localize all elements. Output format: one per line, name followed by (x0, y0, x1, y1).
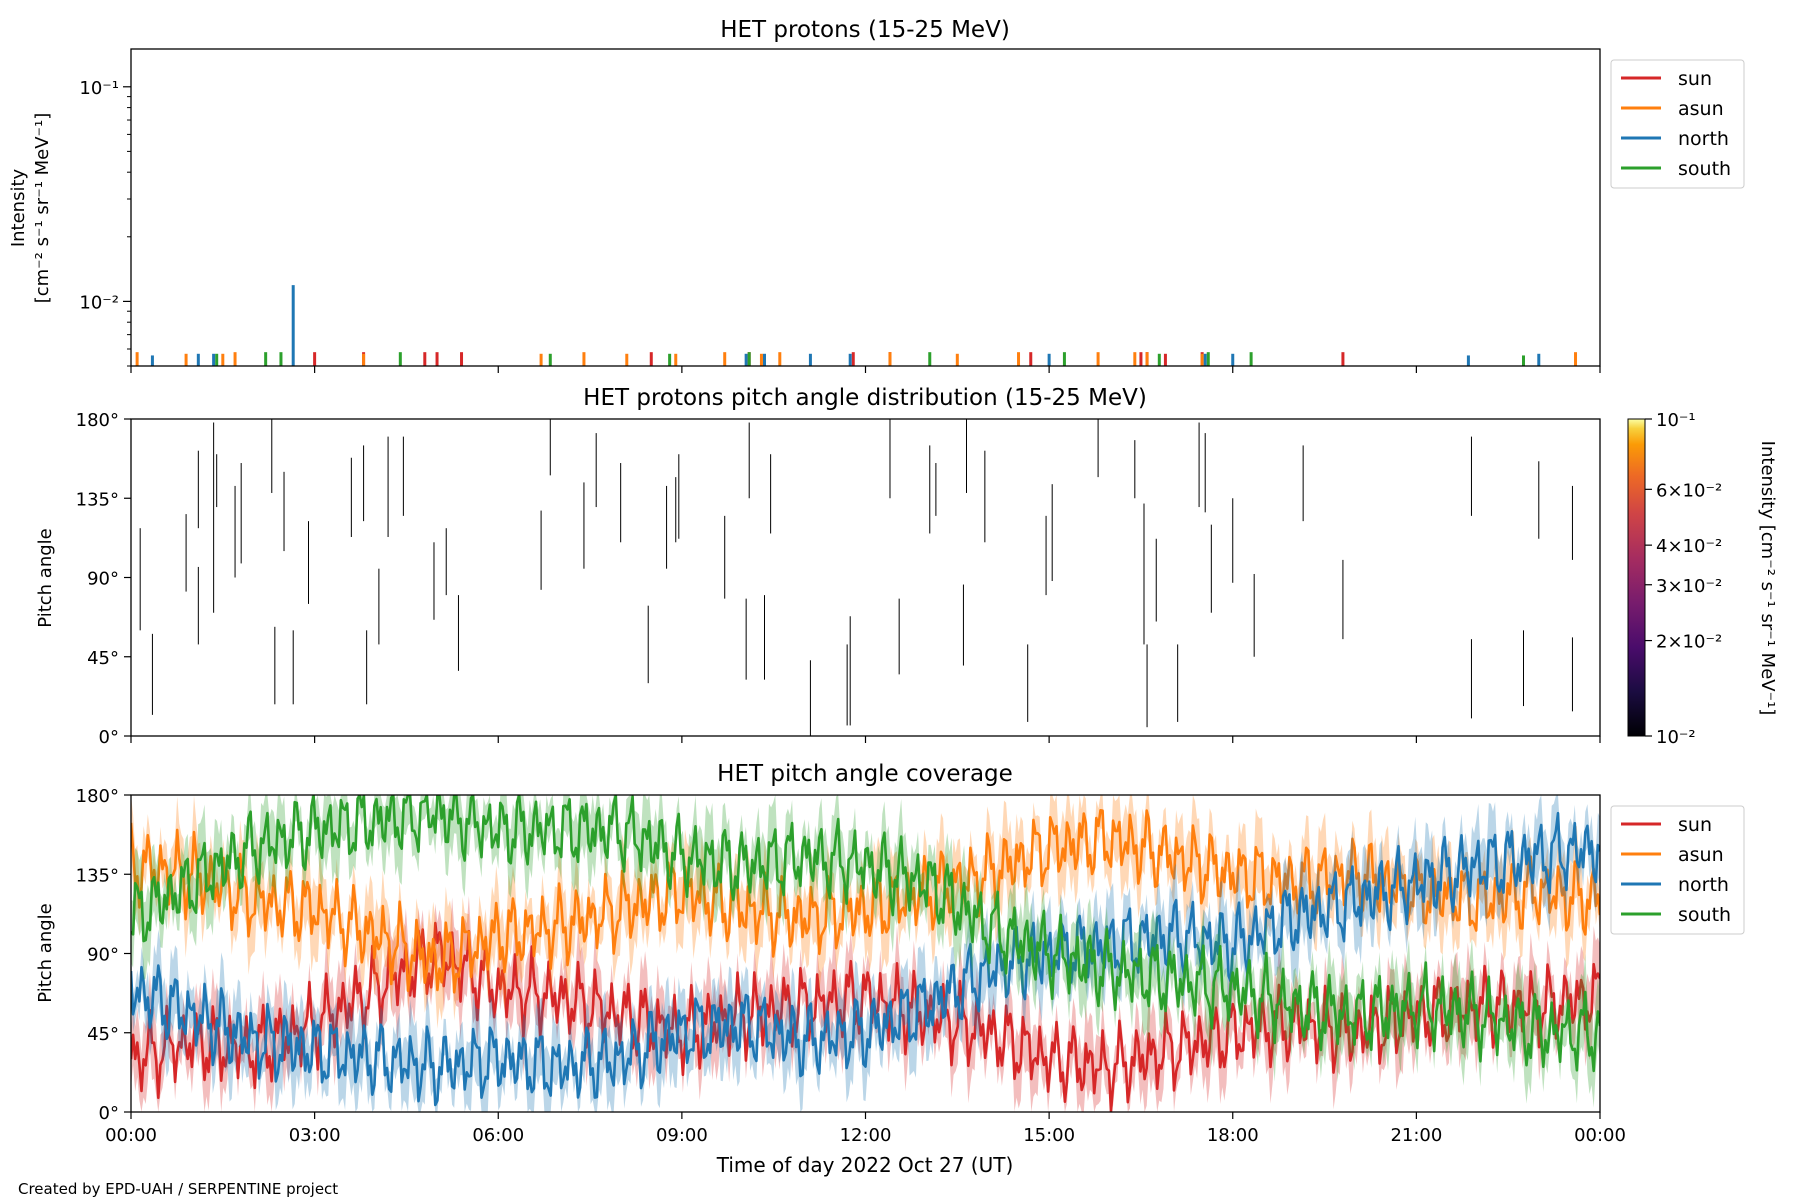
pad-segments (139, 419, 1573, 736)
y-tick-label: 90° (87, 945, 119, 966)
panel1-ylabel-line1: Intensity (8, 168, 29, 247)
colorbar-tick-label: 10⁻² (1656, 727, 1696, 748)
x-tick-label: 12:00 (840, 1125, 892, 1146)
coverage-line-asun (131, 808, 1600, 994)
legend-label-north: north (1678, 874, 1729, 896)
panel1-x-ticks (130, 366, 1601, 373)
x-axis-label: Time of day 2022 Oct 27 (UT) (716, 1153, 1014, 1177)
legend-label-south: south (1678, 158, 1731, 180)
panel3-x-ticks: 00:00 03:00 06:00 09:00 12:00 15:00 18:00 21:00… (105, 1112, 1626, 1146)
y-tick-label: 10⁻² (79, 292, 119, 313)
colorbar: 10⁻¹ 6×10⁻² 4×10⁻² 3×10⁻² 2×10⁻² 10⁻² Intensi… (1627, 410, 1778, 748)
legend-label-asun: asun (1678, 844, 1724, 866)
coverage-series (131, 795, 1600, 1112)
legend-coverage: sun asun north south (1610, 805, 1745, 935)
coverage-band-sun (131, 895, 1600, 1112)
y-tick-label: 135° (76, 489, 119, 510)
y-tick-label: 45° (87, 648, 119, 669)
legend-intensity: sun asun north south (1610, 59, 1745, 189)
colorbar-tick-label: 4×10⁻² (1656, 536, 1722, 557)
panel1-ylabel-line2: [cm⁻² s⁻¹ sr⁻¹ MeV⁻¹] (32, 113, 53, 304)
legend-label-south: south (1678, 904, 1731, 926)
y-tick-label: 0° (99, 727, 119, 748)
panel1-y-axis: 10⁻¹ 10⁻² (79, 78, 131, 367)
panel1-title: HET protons (15-25 MeV) (720, 17, 1010, 43)
legend-box (1610, 805, 1745, 935)
panel-coverage: HET pitch angle coverage 0° 45° 90° 135° 180… (35, 761, 1745, 1177)
y-tick-label: 135° (76, 865, 119, 886)
coverage-line-north (131, 811, 1600, 1107)
y-tick-label: 45° (87, 1024, 119, 1045)
y-tick-label: 10⁻¹ (79, 78, 119, 99)
y-tick-label: 90° (87, 569, 119, 590)
panel2-title: HET protons pitch angle distribution (15… (583, 385, 1147, 411)
colorbar-tick-label: 6×10⁻² (1656, 480, 1722, 501)
coverage-line-south (131, 795, 1600, 1073)
y-tick-label: 180° (76, 410, 119, 431)
x-tick-label: 21:00 (1390, 1125, 1442, 1146)
panel-intensity: HET protons (15-25 MeV) 10⁻¹ 10⁻² Intensi… (8, 17, 1745, 373)
x-tick-label: 15:00 (1023, 1125, 1075, 1146)
panel3-title: HET pitch angle coverage (717, 761, 1013, 787)
panel1-frame (130, 48, 1601, 367)
intensity-bars (135, 285, 1578, 366)
legend-label-sun: sun (1678, 68, 1712, 90)
panel3-y-axis: 0° 45° 90° 135° 180° (76, 786, 131, 1124)
y-tick-label: 180° (76, 786, 119, 807)
legend-label-north: north (1678, 128, 1729, 150)
panel2-x-ticks (130, 736, 1601, 743)
coverage-band-north (131, 795, 1600, 1112)
panel2-y-axis: 0° 45° 90° 135° 180° (76, 410, 131, 748)
colorbar-tick-label: 2×10⁻² (1656, 632, 1722, 653)
panel2-ylabel: Pitch angle (35, 528, 56, 627)
colorbar-gradient (1627, 418, 1646, 737)
legend-box (1610, 59, 1745, 189)
x-tick-label: 00:00 (105, 1125, 157, 1146)
y-tick-label: 0° (99, 1103, 119, 1124)
x-tick-label: 03:00 (289, 1125, 341, 1146)
panel3-ylabel: Pitch angle (35, 903, 56, 1002)
colorbar-tick-label: 3×10⁻² (1656, 576, 1722, 597)
colorbar-ticks: 10⁻¹ 6×10⁻² 4×10⁻² 3×10⁻² 2×10⁻² 10⁻² (1645, 410, 1722, 748)
colorbar-tick-label: 10⁻¹ (1656, 410, 1696, 431)
legend-label-sun: sun (1678, 814, 1712, 836)
x-tick-label: 18:00 (1207, 1125, 1259, 1146)
footer-credit: Created by EPD-UAH / SERPENTINE project (18, 1180, 338, 1198)
legend-label-asun: asun (1678, 98, 1724, 120)
colorbar-label: Intensity [cm⁻² s⁻¹ sr⁻¹ MeV⁻¹] (1757, 441, 1778, 716)
panel-pad: HET protons pitch angle distribution (15… (35, 385, 1778, 748)
x-tick-label: 09:00 (656, 1125, 708, 1146)
x-tick-label: 06:00 (472, 1125, 524, 1146)
x-tick-label: 00:00 (1574, 1125, 1626, 1146)
